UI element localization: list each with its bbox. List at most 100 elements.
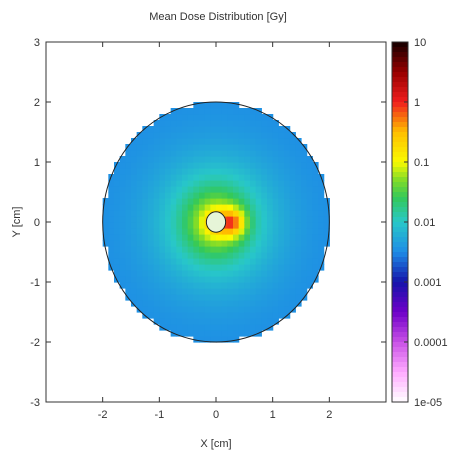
heatmap-cell [159, 216, 166, 223]
heatmap-cell [301, 228, 308, 235]
heatmap-cell [182, 270, 189, 277]
heatmap-cell [295, 192, 302, 199]
heatmap-cell [221, 240, 228, 247]
colorbar-segment [392, 247, 408, 253]
heatmap-cell [199, 132, 206, 139]
heatmap-cell [119, 216, 126, 223]
heatmap-cell [284, 264, 291, 271]
heatmap-cell [187, 234, 194, 241]
x-tick-label: -1 [154, 409, 164, 421]
heatmap-cell [102, 234, 109, 241]
heatmap-cell [108, 180, 115, 187]
heatmap-cell [136, 174, 143, 181]
heatmap-cell [187, 138, 194, 145]
heatmap-cell [238, 306, 245, 313]
heatmap-cell [187, 258, 194, 265]
heatmap-cell [301, 204, 308, 211]
heatmap-cell [136, 300, 143, 307]
heatmap-cell [312, 246, 319, 253]
heatmap-cell [125, 222, 132, 229]
heatmap-cell [204, 180, 211, 187]
heatmap-cell [295, 222, 302, 229]
heatmap-cell [125, 180, 132, 187]
heatmap-cell [289, 288, 296, 295]
heatmap-cell [170, 210, 177, 217]
heatmap-cell [136, 186, 143, 193]
heatmap-cell [284, 168, 291, 175]
colorbar-segment [392, 282, 408, 288]
heatmap-cell [221, 252, 228, 259]
heatmap-cell [221, 126, 228, 133]
heatmap-cell [136, 276, 143, 283]
heatmap-cell [170, 216, 177, 223]
heatmap-cell [165, 150, 172, 157]
heatmap-cell [284, 210, 291, 217]
heatmap-cell [176, 300, 183, 307]
heatmap-cell [221, 228, 228, 235]
heatmap-cell [136, 192, 143, 199]
heatmap-cell [238, 324, 245, 331]
heatmap-cell [199, 108, 206, 115]
heatmap-cell [216, 300, 223, 307]
heatmap-cell [204, 300, 211, 307]
heatmap-cell [261, 120, 268, 127]
heatmap-cell [295, 180, 302, 187]
heatmap-cell [261, 228, 268, 235]
heatmap-cell [182, 210, 189, 217]
heatmap-cell [131, 144, 138, 151]
heatmap-cell [295, 138, 302, 145]
heatmap-cell [238, 282, 245, 289]
heatmap-cell [165, 156, 172, 163]
heatmap-cell [233, 186, 240, 193]
heatmap-cell [295, 228, 302, 235]
heatmap-cell [119, 252, 126, 259]
heatmap-cell [250, 138, 257, 145]
heatmap-cell [267, 306, 274, 313]
heatmap-cell [272, 144, 279, 151]
heatmap-cell [204, 240, 211, 247]
heatmap-cell [210, 288, 217, 295]
heatmap-cell [199, 330, 206, 337]
heatmap-cell [148, 126, 155, 133]
heatmap-cell [182, 228, 189, 235]
heatmap-cell [301, 180, 308, 187]
heatmap-cell [221, 234, 228, 241]
heatmap-cell [193, 252, 200, 259]
heatmap-cell [244, 240, 251, 247]
heatmap-cell [187, 330, 194, 337]
colorbar-segment [392, 122, 408, 128]
colorbar-segment [392, 142, 408, 148]
heatmap-cell [142, 210, 149, 217]
heatmap-cell [227, 258, 234, 265]
heatmap-cell [193, 132, 200, 139]
heatmap-cell [204, 330, 211, 337]
heatmap-cell [278, 246, 285, 253]
heatmap-cell [227, 294, 234, 301]
heatmap-cell [125, 144, 132, 151]
heatmap-cell [193, 288, 200, 295]
heatmap-cell [261, 144, 268, 151]
heatmap-cell [182, 294, 189, 301]
heatmap-cell [131, 192, 138, 199]
heatmap-cell [187, 180, 194, 187]
heatmap-cell [114, 270, 121, 277]
heatmap-cell [210, 276, 217, 283]
heatmap-cell [187, 156, 194, 163]
heatmap-cell [295, 300, 302, 307]
heatmap-cell [278, 252, 285, 259]
heatmap-cell [284, 276, 291, 283]
heatmap-cell [278, 210, 285, 217]
heatmap-cell [284, 270, 291, 277]
heatmap-cell [295, 252, 302, 259]
heatmap-cell [176, 234, 183, 241]
heatmap-cell [261, 156, 268, 163]
heatmap-cell [142, 282, 149, 289]
heatmap-cell [193, 318, 200, 325]
heatmap-cell [227, 192, 234, 199]
heatmap-cell [170, 156, 177, 163]
heatmap-cell [210, 300, 217, 307]
heatmap-cell [193, 258, 200, 265]
heatmap-cell [255, 174, 262, 181]
heatmap-cell [176, 216, 183, 223]
colorbar-segment [392, 347, 408, 353]
